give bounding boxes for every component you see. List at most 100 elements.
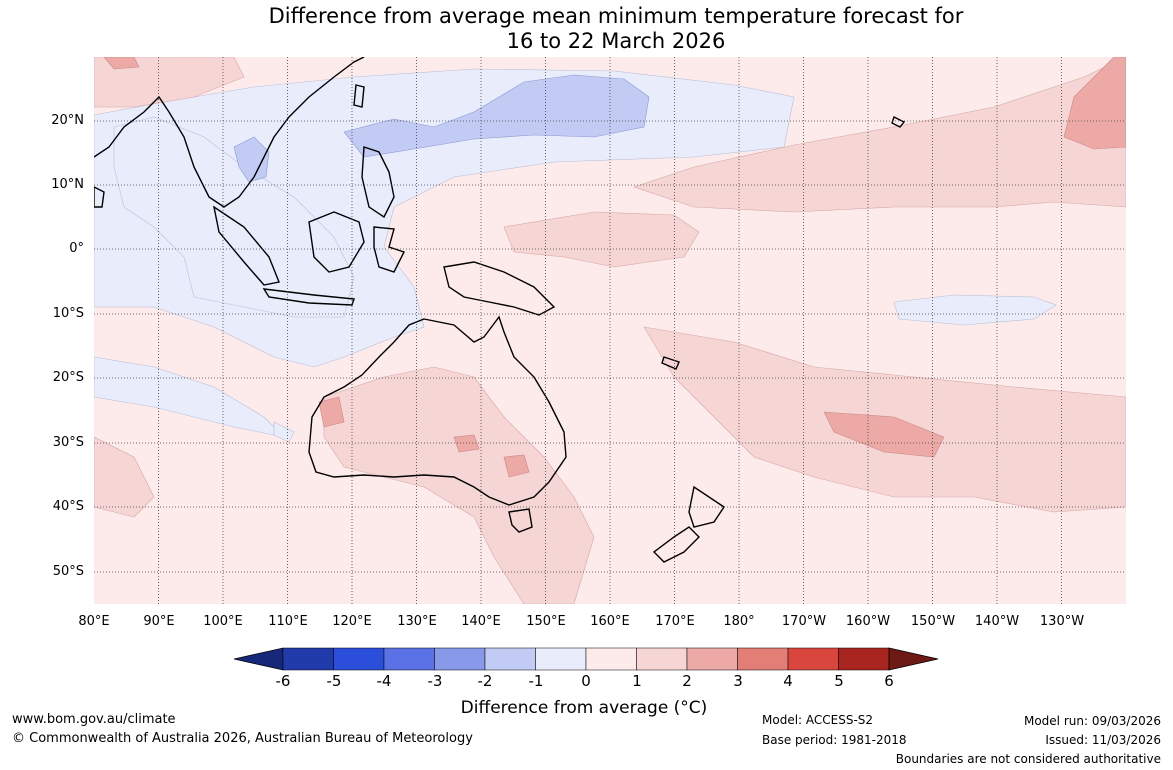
lon-label-150w: 150°W <box>910 614 956 629</box>
colorbar-cell <box>282 647 334 671</box>
colorbar-tick-neg2: -2 <box>477 672 493 690</box>
footer-model: Model: ACCESS-S2 <box>762 713 874 727</box>
lon-label-120e: 120°E <box>332 614 372 629</box>
lon-label-170e: 170°E <box>655 614 695 629</box>
lon-label-180: 180° <box>723 614 755 629</box>
colorbar-cell <box>636 647 688 671</box>
anomaly-region-australia-west <box>273 421 295 443</box>
tasmania-coast <box>508 508 533 533</box>
borneo-coast <box>308 211 365 273</box>
title-line-2: 16 to 22 March 2026 <box>506 29 726 53</box>
colorbar-tick-1: 1 <box>632 672 642 690</box>
anomaly-region-north-pacific <box>633 57 1126 213</box>
gridlines <box>94 57 1126 604</box>
lon-label-90e: 90°E <box>143 614 175 629</box>
anomaly-region-hawaii <box>1063 57 1126 150</box>
new-guinea-coast <box>443 261 556 316</box>
colorbar-cell <box>737 647 789 671</box>
philippines-coast <box>361 146 395 219</box>
anomaly-region-vietnam <box>233 136 270 183</box>
anomaly-region-se-asia <box>113 116 355 318</box>
lat-label-50s: 50°S <box>52 564 84 579</box>
footer-issued: Issued: 11/03/2026 <box>1045 733 1161 747</box>
colorbar <box>234 647 939 671</box>
lat-label-0: 0° <box>69 241 84 256</box>
colorbar-tick-neg4: -4 <box>376 672 392 690</box>
lat-label-20n: 20°N <box>51 113 84 128</box>
java-coast <box>262 288 355 306</box>
forecast-map <box>94 57 1126 604</box>
footer-boundaries: Boundaries are not considered authoritat… <box>895 752 1161 766</box>
colorbar-tick-neg1: -1 <box>528 672 544 690</box>
colorbar-cell <box>484 647 536 671</box>
lon-label-170w: 170°W <box>781 614 827 629</box>
colorbar-tick-0: 0 <box>581 672 591 690</box>
colorbar-tick-5: 5 <box>834 672 844 690</box>
chart-title: Difference from average mean minimum tem… <box>0 4 1173 54</box>
coastlines <box>94 57 906 563</box>
lon-label-80e: 80°E <box>78 614 110 629</box>
lon-label-160w: 160°W <box>845 614 891 629</box>
lat-label-30s: 30°S <box>52 435 84 450</box>
anomaly-region-nsw <box>453 434 480 453</box>
australia-coast <box>308 315 567 506</box>
anomaly-region-australia <box>323 366 595 604</box>
lon-label-160e: 160°E <box>590 614 630 629</box>
footer-base-period: Base period: 1981-2018 <box>762 733 907 747</box>
colorbar-arrow-high <box>888 647 939 671</box>
colorbar-tick-neg6: -6 <box>275 672 291 690</box>
anomaly-region-asia-corner <box>94 57 245 108</box>
anomaly-neg-medium <box>233 74 650 183</box>
new-zealand-north <box>688 485 725 528</box>
footer-copyright: © Commonwealth of Australia 2026, Austra… <box>12 731 473 746</box>
anomaly-region-sa <box>503 454 530 478</box>
asia-mainland-coast <box>94 57 365 208</box>
anomaly-region-coral-sea <box>503 211 700 268</box>
new-zealand-south <box>652 526 700 563</box>
sri-lanka-coast <box>94 186 105 208</box>
lon-label-100e: 100°E <box>203 614 243 629</box>
lon-label-140w: 140°W <box>974 614 1020 629</box>
colorbar-cell <box>535 647 587 671</box>
anomaly-region-central-pacific <box>893 294 1057 326</box>
sulawesi-coast <box>373 226 405 273</box>
colorbar-tick-6: 6 <box>884 672 894 690</box>
colorbar-cell <box>383 647 435 671</box>
lat-label-20s: 20°S <box>52 370 84 385</box>
colorbar-cell <box>434 647 486 671</box>
anomaly-region-china-coast <box>103 57 140 70</box>
anomaly-region-philippine-sea <box>343 74 650 158</box>
colorbar-cell <box>585 647 637 671</box>
anomaly-region-tasman <box>823 411 945 458</box>
lon-label-130e: 130°E <box>397 614 437 629</box>
colorbar-cell <box>686 647 738 671</box>
lat-label-10n: 10°N <box>51 177 84 192</box>
colorbar-cell <box>787 647 839 671</box>
colorbar-tick-neg5: -5 <box>326 672 342 690</box>
colorbar-tick-neg3: -3 <box>427 672 443 690</box>
lon-label-130w: 130°W <box>1039 614 1085 629</box>
colorbar-arrow-low <box>234 647 284 671</box>
colorbar-cell <box>333 647 385 671</box>
lon-label-150e: 150°E <box>526 614 566 629</box>
lat-label-40s: 40°S <box>52 499 84 514</box>
anomaly-region-south-indian <box>94 436 155 518</box>
lon-label-140e: 140°E <box>461 614 501 629</box>
colorbar-tick-4: 4 <box>783 672 793 690</box>
title-line-1: Difference from average mean minimum tem… <box>268 4 964 28</box>
footer-model-run: Model run: 09/03/2026 <box>1023 714 1161 728</box>
colorbar-cell <box>838 647 890 671</box>
colorbar-cells <box>234 647 939 671</box>
lon-label-110e: 110°E <box>268 614 308 629</box>
anomaly-neg-light <box>94 68 1057 443</box>
anomaly-region-indian-ocean <box>94 356 285 438</box>
colorbar-tick-2: 2 <box>682 672 692 690</box>
map-svg <box>94 57 1126 604</box>
new-caledonia-coast <box>661 356 680 370</box>
taiwan-coast <box>353 84 365 108</box>
colorbar-title: Difference from average (°C) <box>460 698 708 718</box>
footer-website[interactable]: www.bom.gov.au/climate <box>12 712 176 727</box>
lat-label-10s: 10°S <box>52 306 84 321</box>
anomaly-pos-medium <box>103 57 1126 478</box>
anomaly-region-inland-australia <box>318 396 345 428</box>
